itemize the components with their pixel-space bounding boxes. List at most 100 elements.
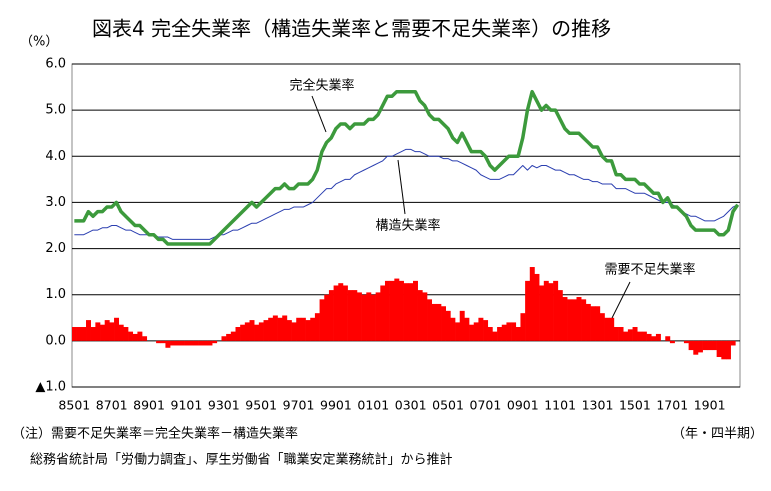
bar	[450, 317, 456, 341]
bar	[314, 313, 320, 341]
annotation-arrow	[397, 159, 406, 215]
bar	[142, 336, 148, 341]
bar	[230, 331, 236, 341]
bar	[123, 327, 129, 341]
bar	[174, 340, 180, 346]
bar	[599, 313, 605, 341]
bar	[413, 280, 418, 341]
bar	[100, 324, 105, 341]
bar	[394, 278, 400, 341]
bar	[160, 340, 166, 344]
bar	[76, 327, 82, 341]
bar	[352, 290, 358, 341]
bar	[562, 297, 568, 341]
bar	[627, 329, 633, 341]
bar	[263, 320, 269, 341]
bar	[370, 294, 376, 341]
bar	[637, 331, 643, 341]
bar	[688, 340, 694, 351]
x-tick-label: 9501	[245, 398, 277, 413]
bar	[319, 299, 325, 341]
bar	[286, 320, 292, 341]
bar	[109, 322, 115, 341]
bar	[529, 267, 535, 341]
bar	[641, 331, 647, 341]
bar	[455, 322, 461, 341]
x-tick-label: 0301	[395, 398, 427, 413]
bar	[464, 317, 470, 341]
bar	[534, 273, 540, 341]
bar	[305, 320, 311, 341]
bar	[104, 320, 110, 341]
bar	[193, 340, 199, 346]
bar	[581, 299, 587, 341]
bar	[576, 297, 582, 341]
bar	[473, 322, 479, 341]
bar	[548, 283, 554, 341]
bar	[184, 340, 190, 346]
x-tick-label: 0101	[357, 398, 389, 413]
bar	[716, 340, 722, 358]
bar	[459, 310, 465, 341]
bar	[384, 280, 390, 341]
bar	[557, 290, 563, 341]
bar	[291, 322, 297, 341]
bar	[221, 336, 227, 341]
series-annotation: 需要不足失業率	[604, 262, 695, 278]
bar	[81, 327, 87, 341]
bar	[277, 317, 283, 341]
bar	[441, 306, 447, 341]
x-tick-label: 0901	[507, 398, 539, 413]
bar	[268, 317, 274, 341]
bar	[595, 306, 601, 341]
x-tick-label: 1501	[619, 398, 651, 413]
bar	[590, 306, 596, 341]
bar	[506, 322, 512, 341]
bar	[272, 315, 278, 341]
bar	[310, 317, 316, 341]
x-tick-label: 1101	[544, 398, 576, 413]
bar	[128, 331, 134, 341]
bar	[244, 322, 250, 341]
bar	[669, 340, 675, 344]
bar	[114, 317, 120, 341]
bar	[567, 299, 573, 341]
bar	[651, 336, 657, 341]
bar	[618, 327, 624, 341]
bar	[730, 340, 736, 346]
bar	[207, 340, 213, 346]
bar	[156, 340, 162, 344]
bar	[90, 327, 96, 341]
x-tick-label: 9901	[320, 398, 352, 413]
note: （注）需要不足失業率＝完全失業率－構造失業率	[12, 426, 298, 442]
bar	[170, 340, 176, 346]
y-tick-label: 6.0	[45, 57, 66, 72]
bar	[375, 292, 381, 341]
bar	[361, 294, 367, 341]
bar	[697, 340, 703, 353]
annotation-arrow	[311, 95, 327, 133]
y-tick-label: 5.0	[45, 103, 66, 118]
x-unit: （年・四半期）	[672, 427, 763, 442]
bar	[609, 317, 615, 341]
bar	[202, 340, 208, 346]
bar	[445, 310, 451, 341]
bar	[380, 285, 386, 341]
bar	[665, 336, 671, 341]
line	[74, 89, 740, 246]
annotations: 完全失業率 構造失業率 需要不足失業率	[289, 78, 696, 319]
bar	[235, 327, 241, 341]
x-tick-label: 9701	[283, 398, 315, 413]
bar	[342, 285, 348, 341]
bar	[188, 340, 194, 346]
bar	[86, 320, 91, 341]
bar	[525, 280, 531, 341]
bar	[431, 303, 437, 341]
y-tick-label: ▲1.0	[35, 380, 66, 395]
bar	[408, 283, 414, 341]
bar	[338, 283, 344, 341]
x-tick-label: 1301	[582, 398, 614, 413]
bar	[95, 322, 101, 341]
bar	[417, 290, 423, 341]
